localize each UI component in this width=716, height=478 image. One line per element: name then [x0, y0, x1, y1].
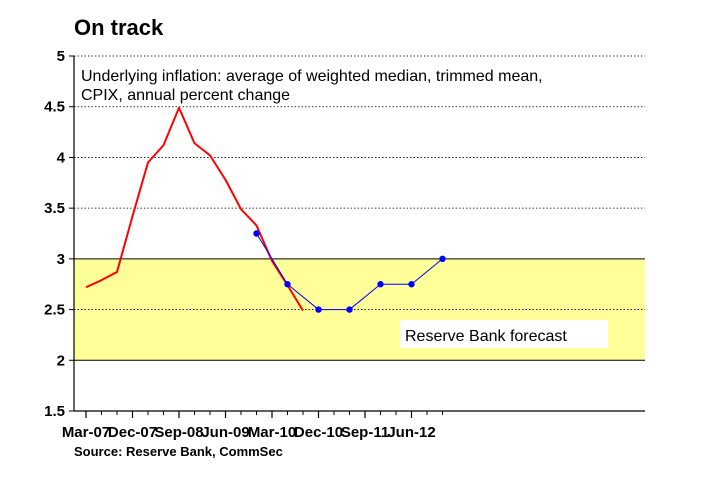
y-tick-label: 4 — [57, 149, 66, 166]
forecast-point — [253, 230, 260, 237]
x-tick-label: Sep-11 — [341, 424, 389, 441]
axes — [73, 56, 645, 412]
forecast-point — [377, 281, 384, 288]
annotation: Reserve Bank forecast — [400, 320, 608, 348]
inflation-line — [85, 106, 304, 312]
y-tick-label: 3.5 — [44, 200, 65, 217]
forecast-point — [284, 281, 291, 288]
x-axis-ticks: Mar-07Dec-07Sep-08Jun-09Mar-10Dec-10Sep-… — [62, 411, 443, 441]
forecast-point — [408, 281, 415, 288]
forecast-point — [315, 306, 322, 313]
x-tick-label: Sep-08 — [154, 424, 203, 441]
grid — [74, 55, 645, 361]
x-tick-label: Mar-10 — [248, 424, 296, 441]
forecast-point — [346, 306, 353, 313]
x-tick-label: Dec-07 — [108, 424, 157, 441]
x-tick-label: Jun-12 — [387, 424, 435, 441]
y-tick-label: 4.5 — [44, 99, 65, 116]
y-tick-label: 2.5 — [44, 302, 65, 319]
x-tick-label: Mar-07 — [62, 424, 110, 441]
subtitle: Underlying inflation: average of weighte… — [81, 68, 543, 104]
y-axis-ticks: 1.5 2 2.5 3 3.5 4 4.5 5 — [44, 48, 74, 420]
annotation-text: Reserve Bank forecast — [405, 328, 567, 345]
forecast-point — [439, 255, 446, 263]
y-tick-label: 1.5 — [44, 403, 65, 420]
subtitle-line: Underlying inflation: average of weighte… — [81, 68, 543, 85]
series — [85, 106, 446, 313]
annotation-box — [400, 320, 608, 348]
y-tick-label: 3 — [57, 251, 65, 268]
x-tick-label: Jun-09 — [201, 424, 249, 441]
chart-title: On track — [74, 15, 164, 40]
y-tick-label: 5 — [57, 48, 65, 65]
chart-source: Source: Reserve Bank, CommSec — [74, 444, 283, 459]
subtitle-line: CPIX, annual percent change — [81, 87, 290, 104]
y-tick-label: 2 — [57, 352, 65, 369]
x-tick-label: Dec-10 — [294, 424, 343, 441]
